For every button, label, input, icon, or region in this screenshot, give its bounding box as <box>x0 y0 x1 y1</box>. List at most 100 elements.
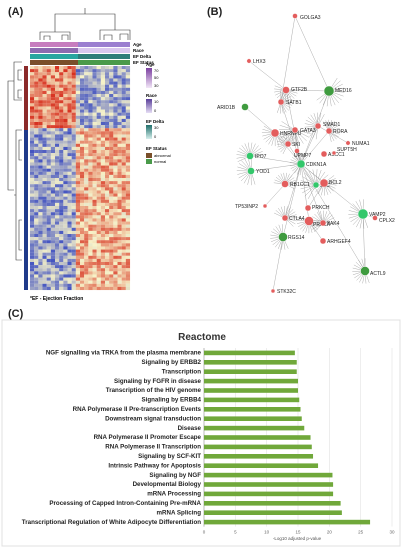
heatmap-cell <box>34 218 38 221</box>
heatmap-cell <box>126 172 130 175</box>
heatmap-cell <box>97 187 101 190</box>
heatmap-cell <box>30 187 34 190</box>
heatmap-cell <box>59 237 63 240</box>
heatmap-cell <box>122 116 126 119</box>
heatmap-cell <box>47 184 51 187</box>
heatmap-cell <box>68 225 72 228</box>
heatmap-cell <box>113 228 117 231</box>
heatmap-cell <box>51 94 55 97</box>
heatmap-cell <box>38 287 42 290</box>
heatmap-cell <box>93 113 97 116</box>
heatmap-cell <box>84 91 88 94</box>
heatmap-cell <box>47 138 51 141</box>
heatmap-cell <box>88 125 92 128</box>
heatmap-cell <box>113 178 117 181</box>
heatmap-cell <box>68 178 72 181</box>
heatmap-cell <box>84 253 88 256</box>
heatmap-cell <box>109 91 113 94</box>
heatmap-cell <box>51 212 55 215</box>
heatmap-cell <box>51 175 55 178</box>
heatmap-cell <box>72 91 76 94</box>
heatmap-cell <box>126 215 130 218</box>
heatmap-cell <box>80 75 84 78</box>
heatmap-cell <box>72 222 76 225</box>
heatmap-cell <box>126 94 130 97</box>
heatmap-cell <box>68 278 72 281</box>
heatmap-cell <box>80 190 84 193</box>
heatmap-cell <box>118 194 122 197</box>
heatmap-cell <box>118 265 122 268</box>
legend-title-race: Race <box>146 93 157 98</box>
heatmap-cell <box>122 218 126 221</box>
heatmap-cell <box>76 113 80 116</box>
heatmap-cell <box>34 278 38 281</box>
heatmap-cell <box>109 250 113 253</box>
heatmap-cell <box>118 169 122 172</box>
heatmap-cell <box>109 162 113 165</box>
heatmap-cell <box>113 268 117 271</box>
heatmap-cell <box>105 134 109 137</box>
heatmap-cell <box>59 94 63 97</box>
heatmap-cell <box>63 103 67 106</box>
heatmap-cell <box>38 284 42 287</box>
heatmap-cell <box>68 122 72 125</box>
heatmap-cell <box>38 162 42 165</box>
heatmap-cell <box>122 203 126 206</box>
heatmap-cell <box>88 178 92 181</box>
heatmap-cell <box>34 178 38 181</box>
heatmap-cell <box>93 94 97 97</box>
heatmap-cell <box>34 100 38 103</box>
heatmap-cell <box>93 268 97 271</box>
heatmap-cell <box>63 69 67 72</box>
heatmap-cell <box>80 106 84 109</box>
network-node <box>248 168 255 175</box>
heatmap-cell <box>109 271 113 274</box>
heatmap-cell <box>38 103 42 106</box>
network-node <box>313 182 319 188</box>
heatmap-cell <box>101 166 105 169</box>
heatmap-cell <box>76 138 80 141</box>
heatmap-cell <box>113 85 117 88</box>
heatmap-cell <box>105 91 109 94</box>
network-edge <box>265 184 285 206</box>
heatmap-cell <box>63 234 67 237</box>
heatmap-cell <box>34 169 38 172</box>
heatmap-cell <box>68 181 72 184</box>
heatmap-cell <box>47 172 51 175</box>
heatmap-cell <box>118 125 122 128</box>
heatmap-cell <box>47 113 51 116</box>
heatmap-cell <box>63 243 67 246</box>
heatmap-cell <box>68 147 72 150</box>
heatmap-cell <box>34 85 38 88</box>
heatmap-cell <box>93 125 97 128</box>
heatmap-cell <box>118 228 122 231</box>
heatmap-cell <box>97 206 101 209</box>
heatmap-cell <box>122 194 126 197</box>
heatmap-cell <box>80 184 84 187</box>
heatmap-cell <box>113 203 117 206</box>
heatmap-cell <box>55 103 59 106</box>
heatmap-cell <box>38 153 42 156</box>
heatmap-cell <box>30 281 34 284</box>
heatmap-cell <box>88 246 92 249</box>
heatmap-cell <box>101 147 105 150</box>
heatmap-cell <box>55 106 59 109</box>
chart-title: Reactome <box>178 332 226 343</box>
heatmap-cell <box>113 69 117 72</box>
heatmap-cell <box>55 209 59 212</box>
heatmap-cell <box>51 166 55 169</box>
heatmap-cell <box>38 147 42 150</box>
heatmap-cell <box>84 66 88 69</box>
heatmap-cell <box>76 197 80 200</box>
heatmap-cell <box>72 240 76 243</box>
heatmap-cell <box>105 150 109 153</box>
heatmap-cell <box>93 253 97 256</box>
heatmap-cell <box>59 150 63 153</box>
x-tick-label: 20 <box>327 530 333 535</box>
heatmap-cell <box>101 284 105 287</box>
heatmap-cell <box>51 159 55 162</box>
network-node-label: GATA3 <box>300 128 316 134</box>
heatmap-cell <box>109 75 113 78</box>
heatmap-cell <box>93 103 97 106</box>
heatmap-cell <box>63 190 67 193</box>
